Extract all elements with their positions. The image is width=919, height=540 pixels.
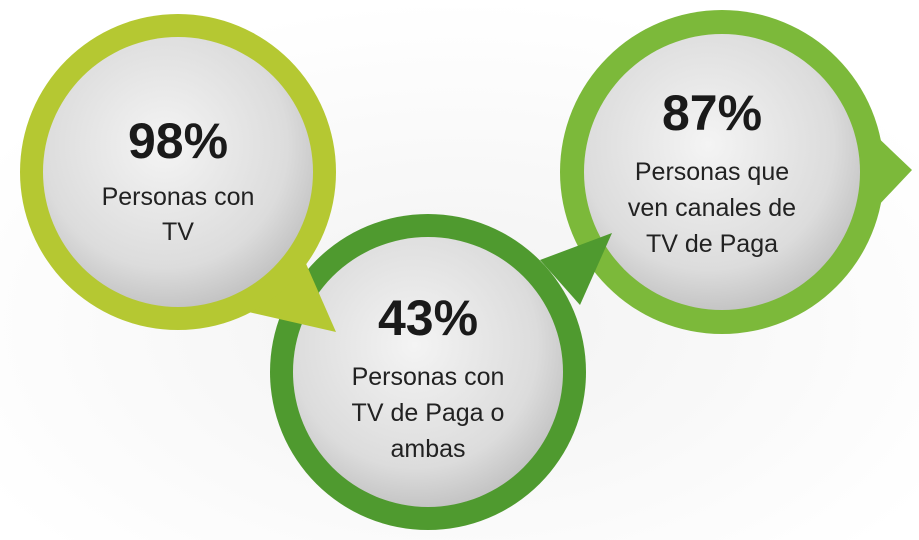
bubble-tail — [240, 250, 336, 332]
description: ven canales de — [628, 194, 796, 222]
percent: 87% — [662, 85, 762, 141]
percent: 43% — [378, 290, 478, 346]
description: Personas con — [352, 363, 505, 391]
description: ambas — [390, 435, 465, 463]
description: Personas con — [102, 183, 255, 211]
description: Personas que — [635, 158, 789, 186]
bubble-inner — [293, 237, 563, 507]
bubble-tail — [540, 233, 612, 305]
bubble-middle — [270, 214, 612, 530]
description: TV de Paga — [646, 230, 778, 258]
description: TV — [162, 218, 194, 246]
bubble-left — [20, 14, 336, 332]
percent: 98% — [128, 113, 228, 169]
description: TV de Paga o — [352, 399, 505, 427]
bubble-right — [560, 10, 912, 334]
bubble-inner — [43, 37, 313, 307]
bubble-inner — [584, 34, 860, 310]
